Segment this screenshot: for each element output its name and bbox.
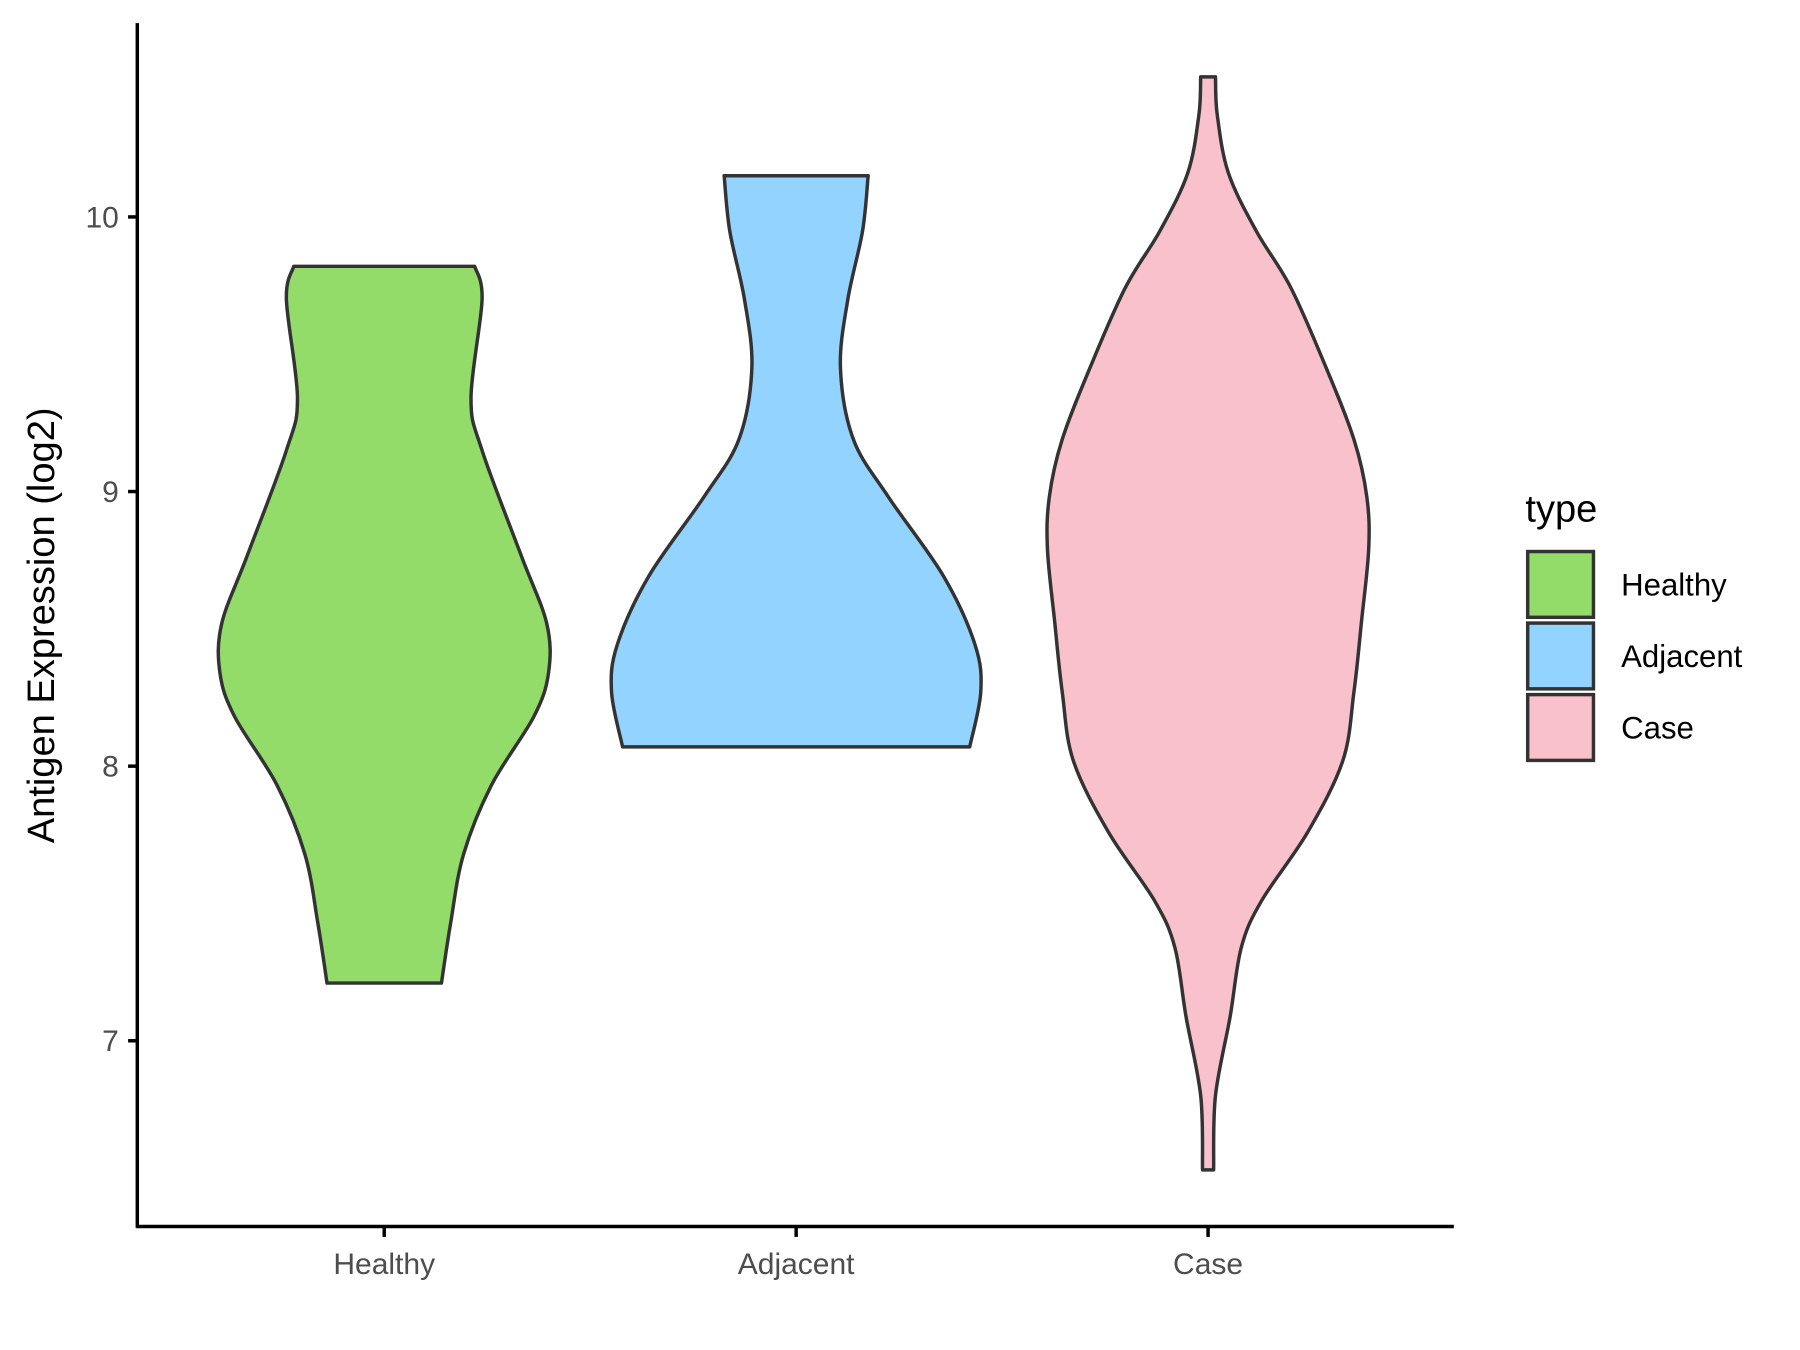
violin-healthy (216, 264, 552, 985)
legend-label: Case (1621, 710, 1694, 745)
y-tick-label: 8 (102, 751, 119, 784)
legend-key-healthy (1525, 549, 1596, 620)
violin-adjacent (609, 174, 983, 749)
legend-key-case (1525, 692, 1596, 763)
y-axis-title: Antigen Expression (log2) (21, 407, 63, 843)
x-tick-label: Healthy (333, 1248, 435, 1281)
y-tick-label: 10 (85, 201, 118, 234)
legend-label: Adjacent (1621, 639, 1743, 674)
y-tick-label: 9 (102, 476, 119, 509)
y-ticks: 7 8 9 10 (85, 201, 138, 1058)
violin-case (1045, 75, 1371, 1172)
x-tick-label: Case (1173, 1248, 1243, 1281)
legend-label: Healthy (1621, 567, 1727, 602)
violins (216, 75, 1371, 1172)
legend-title: type (1525, 489, 1597, 531)
y-tick-label: 7 (102, 1025, 119, 1058)
x-tick-label: Adjacent (738, 1248, 855, 1281)
x-ticks: Healthy Adjacent Case (333, 1226, 1243, 1281)
legend: type Healthy Adjacent Case (1525, 489, 1743, 763)
legend-key-adjacent (1525, 621, 1596, 691)
